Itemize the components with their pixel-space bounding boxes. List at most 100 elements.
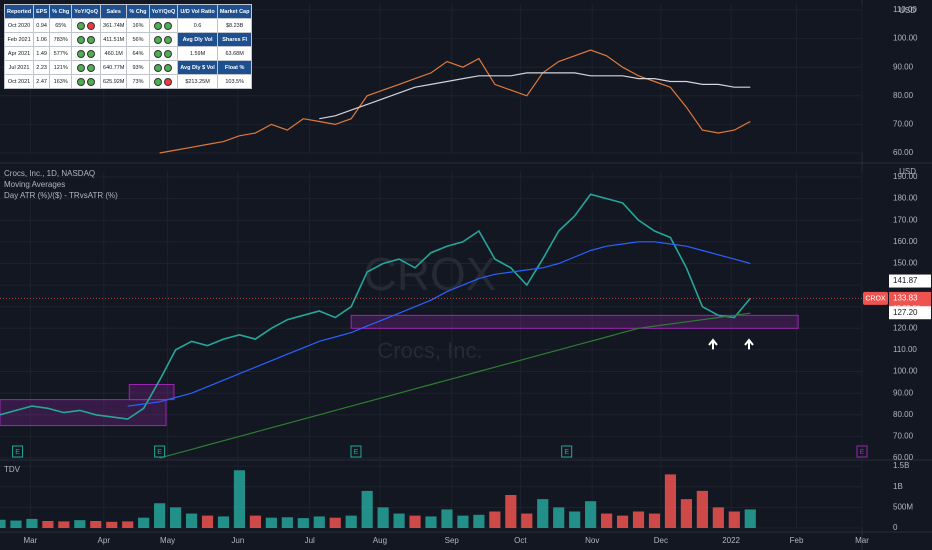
- table-cell: Avg Dly $ Vol: [177, 60, 218, 75]
- table-header: YoY/QoQ: [71, 4, 102, 19]
- earnings-label: E: [860, 449, 865, 456]
- y-tick-label: 60.00: [893, 148, 914, 157]
- volume-bar: [10, 520, 22, 528]
- volume-bar: [26, 518, 38, 528]
- table-header: Sales: [100, 4, 128, 19]
- legend-entry: Moving Averages: [4, 180, 65, 189]
- volume-bar: [138, 517, 150, 528]
- status-dot: [164, 49, 173, 58]
- x-tick-label: Jul: [305, 536, 315, 545]
- earnings-marker: [350, 445, 362, 458]
- table-cell: Shares Fl: [216, 32, 253, 47]
- dots-cell: [71, 18, 102, 33]
- volume-bar: [409, 515, 421, 528]
- volume-bar: [201, 515, 214, 528]
- y-tick-label: 110.00: [893, 345, 917, 354]
- volume-bar: [632, 511, 645, 528]
- status-dot: [164, 35, 173, 44]
- table-header: % Chg: [49, 4, 73, 19]
- y-tick-label: 80.00: [893, 410, 914, 419]
- dots-cell: [148, 74, 179, 89]
- table-cell: 411.51M: [100, 32, 128, 47]
- volume-bar: [537, 499, 549, 528]
- table-cell: 577%: [49, 46, 73, 61]
- x-tick-label: May: [160, 536, 175, 545]
- status-dot: [77, 35, 86, 44]
- x-tick-label: Aug: [373, 536, 387, 545]
- zone: [128, 384, 175, 401]
- table-row: Apr 2021 1.49 577% 460.1M 64% 1.59M 63.68M: [3, 46, 253, 61]
- table-cell: 2.47: [33, 74, 51, 89]
- volume-bar: [712, 507, 724, 528]
- volume-bar: [90, 520, 102, 528]
- dots-cell: [71, 60, 102, 75]
- volume-bar: [106, 521, 118, 528]
- dots-cell: [71, 32, 102, 47]
- dots-cell: [71, 46, 102, 61]
- volume-bar: [217, 516, 230, 528]
- y-tick-label: 150.00: [893, 259, 918, 268]
- volume-bar: [521, 513, 533, 528]
- volume-bar: [297, 518, 309, 528]
- volume-bar: [122, 521, 134, 528]
- x-tick-label: Apr: [98, 536, 111, 545]
- x-tick-label: Jun: [231, 536, 244, 545]
- earnings-label: E: [564, 449, 569, 456]
- x-tick-label: Feb: [790, 536, 804, 545]
- y-tick-label: 70.00: [893, 431, 914, 440]
- status-dot: [154, 63, 163, 72]
- volume-bar: [425, 516, 437, 528]
- legend-entry: Day ATR (%)/($) - TRvsATR (%): [4, 191, 118, 200]
- earnings-marker: [561, 445, 573, 458]
- x-tick-label: Dec: [654, 536, 668, 545]
- earnings-label: E: [15, 449, 20, 456]
- volume-bar: [185, 513, 198, 528]
- status-dot: [164, 63, 173, 72]
- y-tick-label: 170.00: [893, 215, 918, 224]
- volume-bar: [233, 470, 246, 528]
- panel-title: TDV: [4, 465, 21, 474]
- table-cell: 73%: [126, 74, 150, 89]
- volume-bar: [680, 499, 692, 528]
- x-tick-label: Oct: [514, 536, 527, 545]
- volume-bar: [329, 517, 341, 528]
- volume-bar: [313, 516, 325, 528]
- ticker-box: [863, 291, 888, 305]
- volume-bar: [361, 490, 373, 528]
- status-dot: [87, 21, 96, 30]
- table-cell: 1.06: [33, 32, 51, 47]
- y-tick-label: 100.00: [893, 34, 918, 43]
- table-cell: Oct 2020: [3, 18, 35, 33]
- table-cell: 1.49: [33, 46, 51, 61]
- table-header: Market Cap: [216, 4, 253, 19]
- dots-cell: [148, 18, 179, 33]
- series-line: [127, 241, 751, 407]
- volume-bar: [489, 511, 501, 528]
- x-tick-label: Nov: [585, 536, 599, 545]
- status-dot: [154, 35, 163, 44]
- table-row: Feb 2021 1.06 783% 411.51M 56% Avg Dly Vol Sha…: [3, 32, 253, 47]
- table-header: YoY/QoQ: [148, 4, 179, 19]
- status-dot: [164, 77, 173, 86]
- currency-label: USD: [899, 6, 916, 15]
- earnings-label: E: [157, 449, 162, 456]
- volume-bar: [601, 513, 613, 528]
- table-row: Jul 2021 2.23 121% 640.77M 93% Avg Dly $ Vol F…: [3, 60, 253, 75]
- volume-bar: [265, 517, 277, 528]
- status-dot: [87, 35, 96, 44]
- table-cell: 93%: [126, 60, 150, 75]
- table-cell: 0.94: [33, 18, 51, 33]
- status-dot: [154, 49, 163, 58]
- price-label: 133.83: [893, 294, 918, 303]
- volume-bar: [585, 501, 597, 528]
- table-cell: 1.59M: [177, 46, 218, 61]
- table-header: Reported: [3, 4, 35, 19]
- status-dot: [77, 49, 86, 58]
- volume-bar: [728, 511, 740, 528]
- dots-cell: [148, 32, 179, 47]
- table-cell: 56%: [126, 32, 150, 47]
- status-dot: [154, 21, 163, 30]
- y-tick-label: 1.5B: [893, 461, 909, 470]
- zone: [0, 399, 167, 427]
- table-cell: 2.23: [33, 60, 51, 75]
